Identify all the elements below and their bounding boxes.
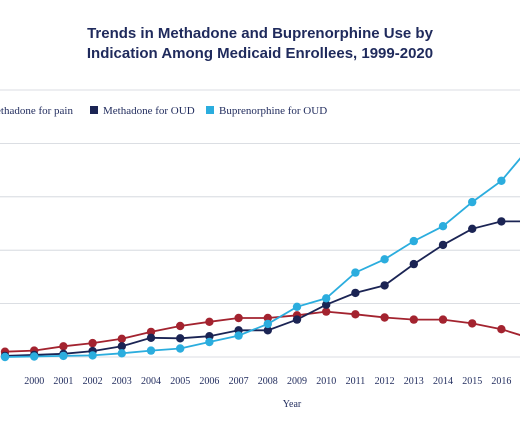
data-point [117, 334, 127, 343]
data-point [59, 351, 68, 361]
x-tick-label: 2013 [404, 376, 424, 387]
chart-title: Trends in Methadone and Buprenorphine Us… [0, 24, 520, 64]
data-point [409, 259, 418, 269]
data-point [438, 315, 448, 324]
x-axis-title: Year [283, 399, 302, 410]
data-point [176, 321, 185, 331]
data-point [117, 342, 127, 351]
data-point [146, 346, 156, 355]
data-point [263, 326, 272, 335]
data-point [351, 268, 360, 277]
data-point [234, 313, 243, 323]
data-point [380, 281, 389, 290]
data-point [30, 352, 39, 361]
data-point [146, 327, 156, 337]
x-tick-label: 2000 [24, 376, 44, 387]
x-tick-label: 2012 [375, 376, 395, 387]
x-tick-label: 2016 [491, 376, 511, 387]
data-point [409, 236, 418, 246]
x-tick-label: 2008 [258, 376, 278, 387]
data-point [468, 197, 477, 207]
x-tick-label: 2007 [229, 376, 249, 387]
data-point [292, 315, 302, 324]
legend: ethadone for pain Methadone for OUD Bupren… [0, 105, 327, 117]
legend-swatch [206, 106, 214, 114]
data-point [205, 332, 214, 341]
x-axis-ticks: 2000 2001 2002 2003 2004 2005 2006 2007 2008 2009… [24, 376, 511, 387]
data-point [234, 331, 243, 340]
data-point [438, 222, 448, 231]
data-point [468, 319, 477, 328]
data-point [351, 288, 360, 298]
series-lines [4, 157, 520, 358]
x-tick-label: 2005 [170, 376, 190, 387]
data-point [88, 351, 97, 360]
data-point [497, 176, 506, 185]
legend-label: ethadone for pain [0, 105, 73, 117]
x-tick-label: 2009 [287, 376, 307, 387]
x-tick-label: 2002 [83, 376, 103, 387]
chart-title-line2: Indication Among Medicaid Enrollees, 199… [86, 45, 434, 62]
data-point [263, 319, 272, 329]
legend-label: Methadone for OUD [103, 105, 195, 117]
legend-label: Buprenorphine for OUD [219, 105, 327, 117]
series-line [4, 157, 520, 358]
data-point [88, 338, 97, 348]
data-point [59, 342, 68, 351]
data-point [409, 315, 418, 324]
data-point [497, 217, 506, 226]
data-point [117, 349, 127, 358]
data-point [263, 313, 272, 323]
data-point [292, 302, 302, 311]
chart-title-line1: Trends in Methadone and Buprenorphine Us… [87, 25, 433, 42]
x-tick-label: 2001 [53, 376, 73, 387]
legend-swatch [90, 106, 98, 114]
data-point [380, 255, 389, 264]
x-tick-label: 2010 [316, 376, 336, 387]
data-point [322, 294, 331, 303]
data-point [497, 325, 506, 334]
data-point [351, 310, 360, 319]
data-point [438, 240, 448, 250]
x-tick-label: 2004 [141, 376, 161, 387]
x-tick-label: 2014 [433, 376, 453, 387]
data-point [146, 333, 156, 342]
data-point [322, 300, 331, 309]
x-tick-label: 2011 [346, 376, 366, 387]
data-point [0, 352, 10, 362]
series-line [4, 220, 520, 357]
data-point [176, 334, 185, 343]
x-tick-label: 2015 [462, 376, 482, 387]
data-point [322, 307, 331, 316]
data-point [468, 224, 477, 233]
data-point [176, 344, 185, 353]
series-line [4, 310, 520, 353]
data-point [380, 313, 389, 322]
x-tick-label: 2006 [199, 376, 219, 387]
series-points [0, 176, 506, 362]
x-tick-label: 2003 [112, 376, 132, 387]
data-point [205, 317, 214, 326]
data-point [205, 337, 214, 347]
